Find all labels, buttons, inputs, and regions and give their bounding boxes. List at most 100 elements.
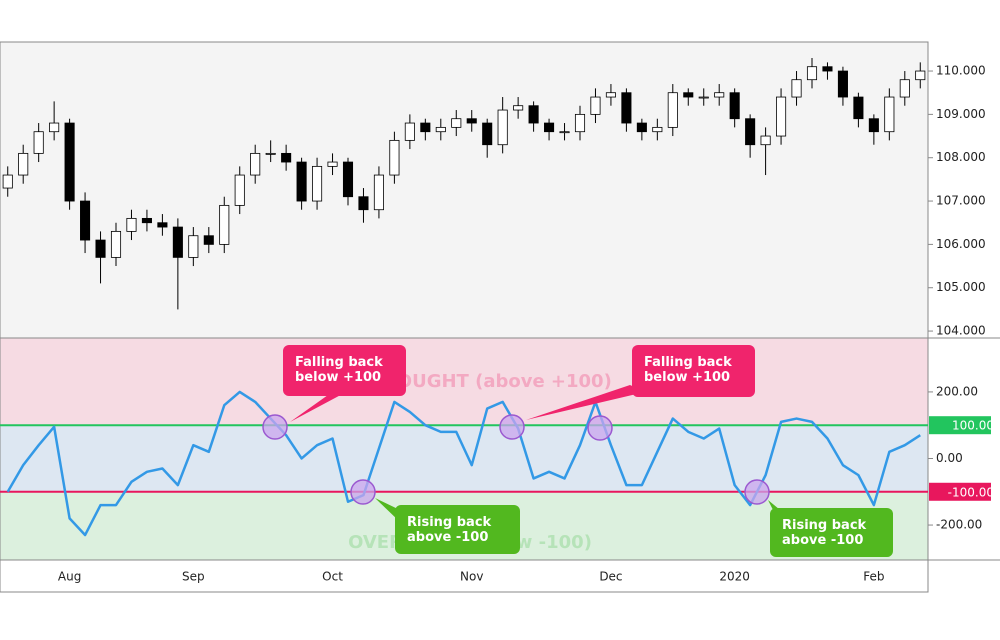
level-label: 100.00 <box>952 419 994 433</box>
level-label: -100.00 <box>948 485 994 499</box>
level-tag <box>929 416 991 435</box>
signal-circle <box>262 414 288 440</box>
y-tick-label: 0.00 <box>936 451 963 465</box>
candle-body <box>281 152 292 163</box>
level-tag <box>929 482 991 501</box>
candle-body <box>203 235 214 245</box>
frame <box>0 41 929 593</box>
overbought-zone <box>0 338 928 426</box>
candle-body <box>18 152 29 176</box>
callout: Falling back below +100 <box>632 345 755 397</box>
candle-body <box>729 92 740 120</box>
callout-pointer <box>290 390 350 422</box>
y-tick-label: 107.000 <box>936 194 986 208</box>
callout: Rising back above -100 <box>770 508 893 557</box>
x-tick-label: Sep <box>182 570 205 584</box>
candle-body <box>250 152 261 176</box>
candle-body <box>80 200 91 241</box>
x-tick-label: Feb <box>863 570 884 584</box>
callout-pointer <box>375 498 400 522</box>
candle-body <box>64 122 75 202</box>
x-tick-label: Dec <box>599 570 622 584</box>
candle-body <box>404 122 415 141</box>
candle-body <box>466 118 477 124</box>
candle-body <box>899 79 910 98</box>
callout: Rising back above -100 <box>395 505 520 554</box>
candle-body <box>776 96 787 137</box>
candle-body <box>791 79 802 98</box>
callout: Falling back below +100 <box>283 345 406 396</box>
candle-body <box>327 161 338 167</box>
candle-body <box>265 152 276 155</box>
candle-body <box>157 222 168 228</box>
candle-body <box>451 118 462 128</box>
candle-body <box>141 217 152 224</box>
y-tick-label: 105.000 <box>936 280 986 294</box>
candle-body <box>745 118 756 146</box>
candle-body <box>2 174 13 189</box>
x-tick-label: Nov <box>460 570 483 584</box>
candle-body <box>667 92 678 128</box>
candle-body <box>559 131 570 134</box>
signal-circle <box>499 414 525 440</box>
candle-body <box>636 122 647 133</box>
candle-body <box>652 126 663 133</box>
candle-body <box>296 161 307 202</box>
signal-circle <box>744 479 770 505</box>
neutral-zone <box>0 425 928 492</box>
y-tick-label: -200.00 <box>936 518 982 532</box>
candle-body <box>110 230 122 258</box>
candle-body <box>373 174 384 211</box>
y-tick-label: 200.00 <box>936 384 978 398</box>
candle-body <box>714 92 725 98</box>
x-tick-label: 2020 <box>719 570 750 584</box>
cci-line <box>6 390 921 537</box>
candle-body <box>853 96 864 120</box>
candle-body <box>822 66 833 72</box>
candle-body <box>219 204 230 245</box>
candle-body <box>806 66 818 81</box>
candle-body <box>435 126 446 133</box>
candle-body <box>683 92 694 98</box>
candle-body <box>234 174 245 206</box>
candle-body <box>605 92 616 98</box>
candle-body <box>574 113 586 133</box>
candle-body <box>172 226 183 258</box>
markers <box>262 414 770 505</box>
candle-body <box>342 161 354 198</box>
x-tick-label: Oct <box>322 570 343 584</box>
candle-body <box>497 109 508 146</box>
y-tick-label: 106.000 <box>936 237 986 251</box>
candle-body <box>528 105 539 124</box>
candle-body <box>760 135 771 146</box>
candle-body <box>49 122 60 133</box>
candle-body <box>698 96 709 99</box>
candle-body <box>868 118 879 133</box>
x-tick-label: Aug <box>58 570 81 584</box>
signal-circle <box>587 415 613 441</box>
candle-body <box>544 122 555 133</box>
candle-body <box>915 70 926 81</box>
y-tick-label: 104.000 <box>936 324 986 338</box>
candle-body <box>95 239 106 258</box>
y-tick-label: 110.000 <box>936 64 986 78</box>
candle-body <box>621 92 632 124</box>
candle-body <box>513 105 524 111</box>
candle-body <box>358 196 369 211</box>
candle-body <box>33 131 44 154</box>
candle-body <box>837 70 848 98</box>
candle-body <box>188 235 199 258</box>
candle-body <box>420 122 431 133</box>
candle-body <box>126 217 137 232</box>
candle-body <box>312 165 323 202</box>
candle-body <box>389 139 400 176</box>
candle-body <box>884 96 895 133</box>
candle-body <box>590 96 601 115</box>
signal-circle <box>350 479 376 505</box>
y-tick-label: 109.000 <box>936 107 986 121</box>
y-tick-label: 108.000 <box>936 150 986 164</box>
candle-body <box>482 122 493 146</box>
callout-pointer <box>526 385 645 420</box>
